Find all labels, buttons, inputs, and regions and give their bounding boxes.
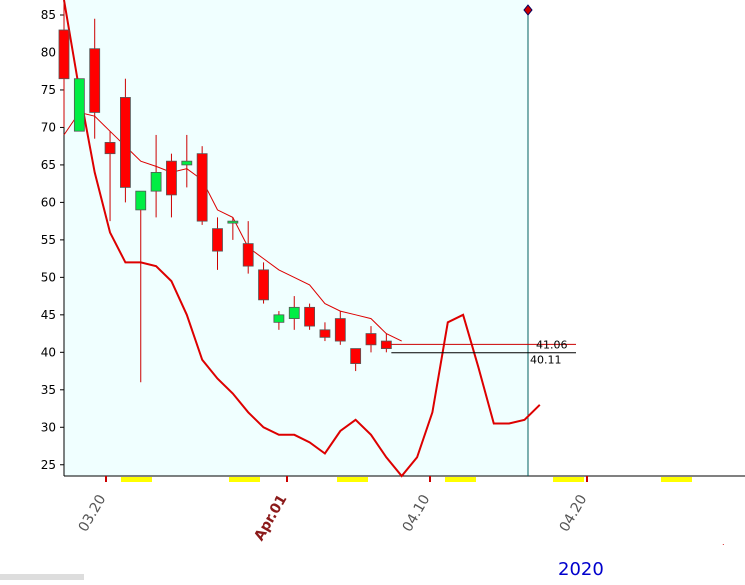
candle: [273, 311, 285, 330]
year-label: 2020: [558, 559, 604, 580]
candle: [227, 217, 239, 240]
candle-body: [166, 160, 177, 196]
candle: [104, 131, 116, 222]
candle: [73, 78, 85, 132]
candle: [334, 311, 346, 345]
candle-body: [319, 329, 331, 338]
candle-body: [258, 269, 269, 301]
price-label: 40.11: [530, 354, 562, 367]
candle-body: [104, 142, 116, 155]
y-tick-label: 30: [41, 420, 56, 434]
candle-body: [150, 172, 162, 192]
axis-marker-block: [553, 477, 584, 482]
corner-marker: .: [722, 538, 725, 547]
candle-body: [288, 306, 300, 319]
y-tick-label: 85: [41, 8, 56, 22]
y-tick-label: 55: [41, 233, 56, 247]
axis-marker-block: [121, 477, 152, 482]
candle: [288, 296, 300, 330]
candle: [258, 262, 269, 304]
candle-body: [350, 348, 362, 364]
candle: [365, 326, 377, 353]
candle: [58, 0, 70, 128]
candle-body: [89, 48, 101, 113]
y-tick-label: 40: [41, 345, 56, 359]
candle: [135, 190, 147, 383]
axis-marker-block: [445, 477, 476, 482]
candle-body: [196, 153, 208, 222]
axis-marker-block: [229, 477, 260, 482]
candle-body: [212, 228, 223, 252]
price-label: 41.06: [536, 338, 568, 351]
shaded-region: [64, 0, 528, 476]
candle: [196, 146, 208, 225]
candle-body: [334, 318, 346, 342]
candle-body: [120, 97, 131, 188]
candle: [166, 153, 177, 218]
candle: [350, 348, 362, 372]
y-tick-label: 35: [41, 383, 56, 397]
candle: [89, 18, 101, 139]
axis-marker-block: [661, 477, 692, 482]
candle-body: [365, 333, 377, 346]
y-tick-label: 60: [41, 195, 56, 209]
x-tick-label: 04.10: [400, 492, 434, 535]
y-tick-label: 75: [41, 83, 56, 97]
cursor-diamond-icon: [523, 4, 533, 16]
x-tick-label: 03.20: [76, 492, 110, 535]
y-tick-label: 70: [41, 120, 56, 134]
candle-body: [135, 190, 147, 211]
y-tick-label: 65: [41, 158, 56, 172]
y-tick-label: 80: [41, 45, 56, 59]
x-tick-label: Apr.01: [251, 492, 290, 544]
candle-body: [380, 340, 392, 349]
y-tick-label: 45: [41, 308, 56, 322]
candle: [181, 134, 193, 188]
candle-body: [304, 306, 316, 327]
candle: [120, 78, 131, 203]
candle-body: [58, 29, 70, 80]
candle: [304, 303, 316, 330]
candle: [150, 134, 162, 218]
bottom-scroll-strip: [0, 574, 84, 580]
candle: [242, 221, 254, 274]
x-tick-label: 04.20: [557, 492, 591, 535]
candle-body: [273, 314, 285, 323]
candle-body: [73, 78, 85, 132]
candle-body: [227, 220, 239, 224]
candle: [319, 322, 331, 342]
projection-line: [63, 0, 541, 478]
candle-body: [242, 243, 254, 267]
candle-body: [181, 160, 193, 166]
candle: [212, 217, 223, 270]
y-tick-label: 50: [41, 270, 56, 284]
axis-marker-block: [337, 477, 368, 482]
y-tick-label: 25: [41, 458, 56, 472]
